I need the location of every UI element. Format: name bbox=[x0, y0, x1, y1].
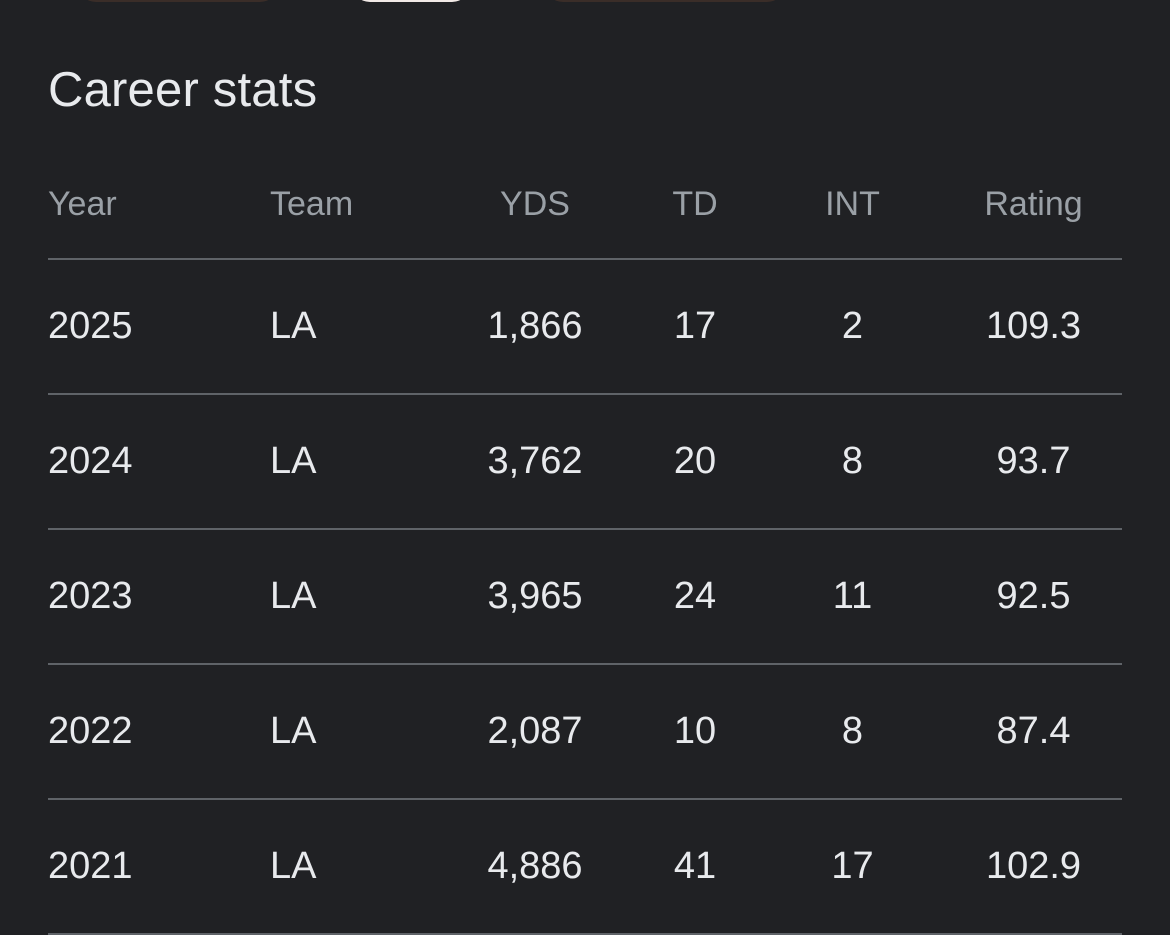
cell-rating: 109.3 bbox=[945, 259, 1122, 395]
section-title: Career stats bbox=[48, 63, 318, 117]
cell-yds: 3,762 bbox=[440, 394, 630, 530]
cell-td: 41 bbox=[630, 799, 760, 935]
cell-td: 20 bbox=[630, 394, 760, 530]
cell-year: 2021 bbox=[48, 799, 270, 935]
filter-chip[interactable] bbox=[78, 0, 278, 2]
cell-year: 2024 bbox=[48, 394, 270, 530]
cell-yds: 3,965 bbox=[440, 529, 630, 665]
cell-year: 2022 bbox=[48, 664, 270, 800]
cell-int: 2 bbox=[760, 259, 945, 395]
team-link[interactable]: LA bbox=[270, 664, 440, 800]
career-stats-table: Year Team YDS TD INT Rating 2025 LA 1,86… bbox=[48, 150, 1122, 935]
cell-int: 17 bbox=[760, 799, 945, 935]
cell-td: 24 bbox=[630, 529, 760, 665]
team-link[interactable]: LA bbox=[270, 394, 440, 530]
cell-year: 2025 bbox=[48, 259, 270, 395]
table-header-row: Year Team YDS TD INT Rating bbox=[48, 150, 1122, 260]
column-header-rating: Rating bbox=[945, 150, 1122, 260]
team-link[interactable]: LA bbox=[270, 799, 440, 935]
cell-int: 11 bbox=[760, 529, 945, 665]
cell-yds: 1,866 bbox=[440, 259, 630, 395]
column-header-yds: YDS bbox=[440, 150, 630, 260]
team-link[interactable]: LA bbox=[270, 259, 440, 395]
cell-td: 10 bbox=[630, 664, 760, 800]
cell-rating: 87.4 bbox=[945, 664, 1122, 800]
cell-rating: 92.5 bbox=[945, 529, 1122, 665]
table-row: 2023 LA 3,965 24 11 92.5 bbox=[48, 529, 1122, 665]
cell-yds: 4,886 bbox=[440, 799, 630, 935]
cell-year: 2023 bbox=[48, 529, 270, 665]
column-header-int: INT bbox=[760, 150, 945, 260]
filter-chip-selected[interactable] bbox=[352, 0, 470, 2]
cell-rating: 102.9 bbox=[945, 799, 1122, 935]
column-header-td: TD bbox=[630, 150, 760, 260]
table-row: 2022 LA 2,087 10 8 87.4 bbox=[48, 664, 1122, 800]
filter-chip-row bbox=[0, 0, 1170, 4]
cell-td: 17 bbox=[630, 259, 760, 395]
team-link[interactable]: LA bbox=[270, 529, 440, 665]
table-row: 2025 LA 1,866 17 2 109.3 bbox=[48, 259, 1122, 395]
table-row: 2024 LA 3,762 20 8 93.7 bbox=[48, 394, 1122, 530]
cell-yds: 2,087 bbox=[440, 664, 630, 800]
filter-chip[interactable] bbox=[545, 0, 785, 2]
column-header-team: Team bbox=[270, 150, 440, 260]
table-row: 2021 LA 4,886 41 17 102.9 bbox=[48, 799, 1122, 935]
cell-int: 8 bbox=[760, 394, 945, 530]
cell-int: 8 bbox=[760, 664, 945, 800]
cell-rating: 93.7 bbox=[945, 394, 1122, 530]
column-header-year: Year bbox=[48, 150, 270, 260]
